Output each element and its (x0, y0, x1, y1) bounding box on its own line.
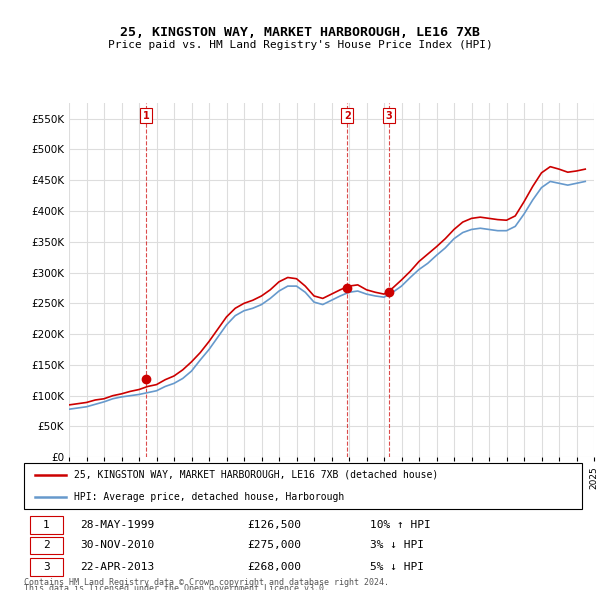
Text: 2: 2 (344, 110, 350, 120)
Text: 3: 3 (43, 562, 50, 572)
Text: 1: 1 (43, 520, 50, 530)
Text: 2: 2 (43, 540, 50, 550)
Text: 25, KINGSTON WAY, MARKET HARBOROUGH, LE16 7XB: 25, KINGSTON WAY, MARKET HARBOROUGH, LE1… (120, 26, 480, 39)
Text: This data is licensed under the Open Government Licence v3.0.: This data is licensed under the Open Gov… (24, 584, 329, 590)
Text: 28-MAY-1999: 28-MAY-1999 (80, 520, 154, 530)
FancyBboxPatch shape (29, 558, 63, 576)
Text: £268,000: £268,000 (247, 562, 301, 572)
Text: £275,000: £275,000 (247, 540, 301, 550)
Text: 3% ↓ HPI: 3% ↓ HPI (370, 540, 424, 550)
Text: Contains HM Land Registry data © Crown copyright and database right 2024.: Contains HM Land Registry data © Crown c… (24, 578, 389, 588)
FancyBboxPatch shape (29, 537, 63, 554)
Text: HPI: Average price, detached house, Harborough: HPI: Average price, detached house, Harb… (74, 492, 344, 502)
Text: 1: 1 (143, 110, 149, 120)
Text: 25, KINGSTON WAY, MARKET HARBOROUGH, LE16 7XB (detached house): 25, KINGSTON WAY, MARKET HARBOROUGH, LE1… (74, 470, 439, 480)
Text: Price paid vs. HM Land Registry's House Price Index (HPI): Price paid vs. HM Land Registry's House … (107, 40, 493, 50)
Text: 3: 3 (386, 110, 392, 120)
FancyBboxPatch shape (29, 516, 63, 534)
Text: 22-APR-2013: 22-APR-2013 (80, 562, 154, 572)
Text: £126,500: £126,500 (247, 520, 301, 530)
FancyBboxPatch shape (24, 463, 582, 509)
Text: 30-NOV-2010: 30-NOV-2010 (80, 540, 154, 550)
Text: 10% ↑ HPI: 10% ↑ HPI (370, 520, 431, 530)
Text: 5% ↓ HPI: 5% ↓ HPI (370, 562, 424, 572)
